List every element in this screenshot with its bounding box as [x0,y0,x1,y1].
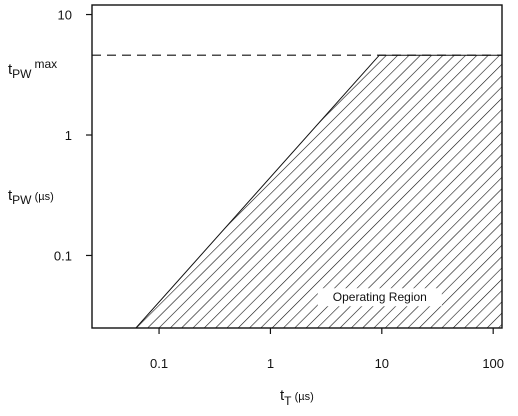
operating-region-area [135,54,502,328]
y-tick-label: 0.1 [54,248,72,263]
tpw-max-label: tPWmax [8,57,57,81]
operating-region-label: Operating Region [333,290,427,304]
x-axis-ticks: 0.1 1 10 100 [150,328,504,371]
tpw-max-label-main: t [8,61,13,78]
x-axis-label-sub: T [284,394,292,408]
x-axis-label-main: t [280,387,285,404]
y-axis-label-unit: (µs) [32,191,54,203]
x-tick-label: 100 [482,356,504,371]
y-tick-label: 1 [65,128,72,143]
y-axis-ticks: 0.1 1 10 [54,8,92,263]
tpw-max-label-sup: max [35,57,58,71]
plot-frame [91,4,503,329]
x-axis-label-unit: (µs) [292,391,314,403]
x-tick-label: 0.1 [150,356,168,371]
x-tick-label: 10 [375,356,389,371]
y-tick-label: 10 [58,8,72,23]
x-axis-label: tT (µs) [280,387,314,408]
operating-region-label-bg [317,288,442,307]
y-axis-label: tPW (µs) [8,187,54,207]
x-tick-label: 1 [267,356,274,371]
y-axis-label-main: t [8,187,13,204]
tpw-max-label-sub: PW [12,67,32,81]
y-axis-label-sub: PW [12,193,32,207]
